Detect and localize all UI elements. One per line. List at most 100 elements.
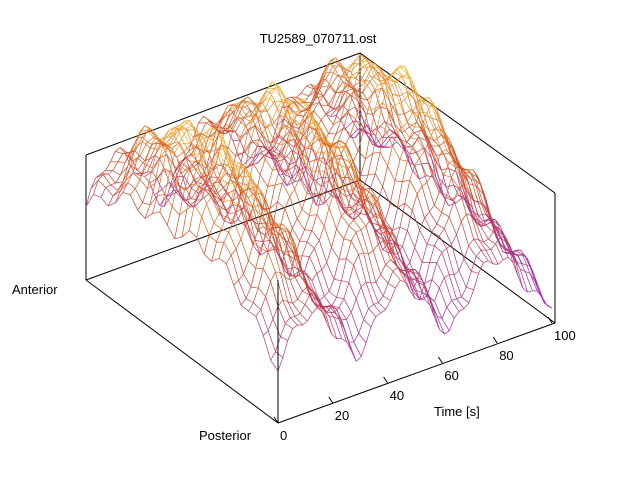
surface-line — [160, 194, 165, 212]
surface-line — [300, 305, 305, 314]
surface-line — [371, 219, 378, 236]
surface-line — [354, 333, 359, 342]
surface-line — [321, 105, 328, 106]
surface-line — [476, 250, 481, 257]
surface-line — [192, 184, 199, 185]
surface-line — [393, 267, 398, 271]
surface-line — [130, 189, 135, 195]
surface-line — [297, 209, 302, 218]
surface-line — [238, 152, 245, 154]
surface-line — [444, 331, 449, 334]
surface-line — [280, 87, 287, 101]
surface-line — [452, 299, 457, 300]
surface-line — [349, 226, 356, 232]
surface-line — [454, 311, 459, 318]
surface-line — [381, 309, 386, 312]
surface-line — [260, 175, 267, 187]
surface-line — [285, 278, 292, 304]
surface-line — [400, 92, 407, 97]
surface-line — [167, 155, 172, 173]
surface-line — [115, 147, 120, 151]
surface-line — [128, 182, 135, 188]
surface-line — [351, 312, 358, 333]
surface-line — [366, 327, 371, 343]
x-tick-label: 0 — [280, 428, 287, 443]
surface-line — [162, 171, 169, 172]
surface-line — [241, 239, 248, 261]
surface-line — [361, 343, 366, 357]
surface-line — [425, 286, 432, 305]
surface-line — [327, 263, 334, 280]
surface-line — [321, 86, 328, 87]
surface-line — [341, 281, 348, 283]
surface-line — [201, 123, 206, 134]
surface-line — [316, 159, 321, 177]
surface-line — [459, 259, 464, 271]
surface-line — [234, 285, 241, 305]
surface-line — [432, 280, 439, 289]
surface-line — [375, 228, 382, 231]
surface-line — [305, 256, 310, 271]
surface-line — [271, 281, 278, 306]
surface-line — [278, 300, 283, 306]
surface-line — [271, 272, 276, 281]
surface-line — [309, 159, 316, 162]
surface-line — [203, 116, 210, 121]
surface-line — [314, 111, 321, 120]
surface-line — [324, 310, 331, 334]
surface-line — [353, 82, 360, 87]
surface-line — [368, 174, 375, 175]
surface-line — [302, 321, 307, 325]
surface-line — [385, 204, 390, 221]
surface-line — [236, 137, 241, 156]
surface-line — [351, 299, 356, 312]
surface-line — [246, 287, 251, 299]
surface-line — [354, 265, 361, 287]
surface-line — [442, 307, 447, 318]
surface-line — [265, 109, 272, 120]
surface-line — [255, 126, 260, 140]
surface-line — [366, 282, 371, 283]
surface-line — [204, 254, 211, 261]
surface-line — [326, 79, 331, 86]
surface-line — [212, 242, 217, 261]
surface-line — [407, 230, 414, 247]
surface-line — [209, 235, 216, 242]
surface-line — [229, 232, 236, 249]
surface-line — [402, 230, 407, 246]
surface-line — [351, 241, 358, 255]
surface-line — [248, 261, 255, 268]
frame-edge — [360, 53, 555, 193]
surface-line — [255, 241, 262, 242]
surface-line — [395, 160, 400, 181]
surface-line — [209, 129, 216, 130]
surface-line — [469, 246, 476, 257]
surface-line — [314, 248, 321, 270]
surface-line — [297, 299, 304, 304]
surface-line — [439, 288, 446, 307]
surface-line — [189, 230, 196, 237]
surface-line — [464, 246, 469, 259]
surface-line — [177, 168, 182, 185]
surface-line — [290, 317, 295, 318]
surface-line — [376, 313, 381, 317]
surface-line — [194, 205, 201, 217]
surface-line — [434, 129, 441, 152]
surface-line — [386, 300, 391, 309]
surface-line — [365, 80, 370, 81]
surface-line — [140, 175, 145, 176]
surface-line — [300, 230, 305, 241]
surface-line — [383, 187, 390, 204]
surface-line — [386, 260, 391, 265]
surface-line — [339, 146, 346, 147]
surface-line — [356, 356, 361, 361]
surface-line — [341, 177, 348, 178]
surface-line — [324, 296, 331, 306]
surface-line — [300, 241, 307, 242]
surface-line — [309, 248, 314, 256]
surface-line — [219, 242, 224, 258]
surface-line — [309, 256, 316, 273]
surface-line — [268, 252, 275, 272]
surface-line — [392, 146, 399, 160]
surface-line — [392, 66, 399, 74]
